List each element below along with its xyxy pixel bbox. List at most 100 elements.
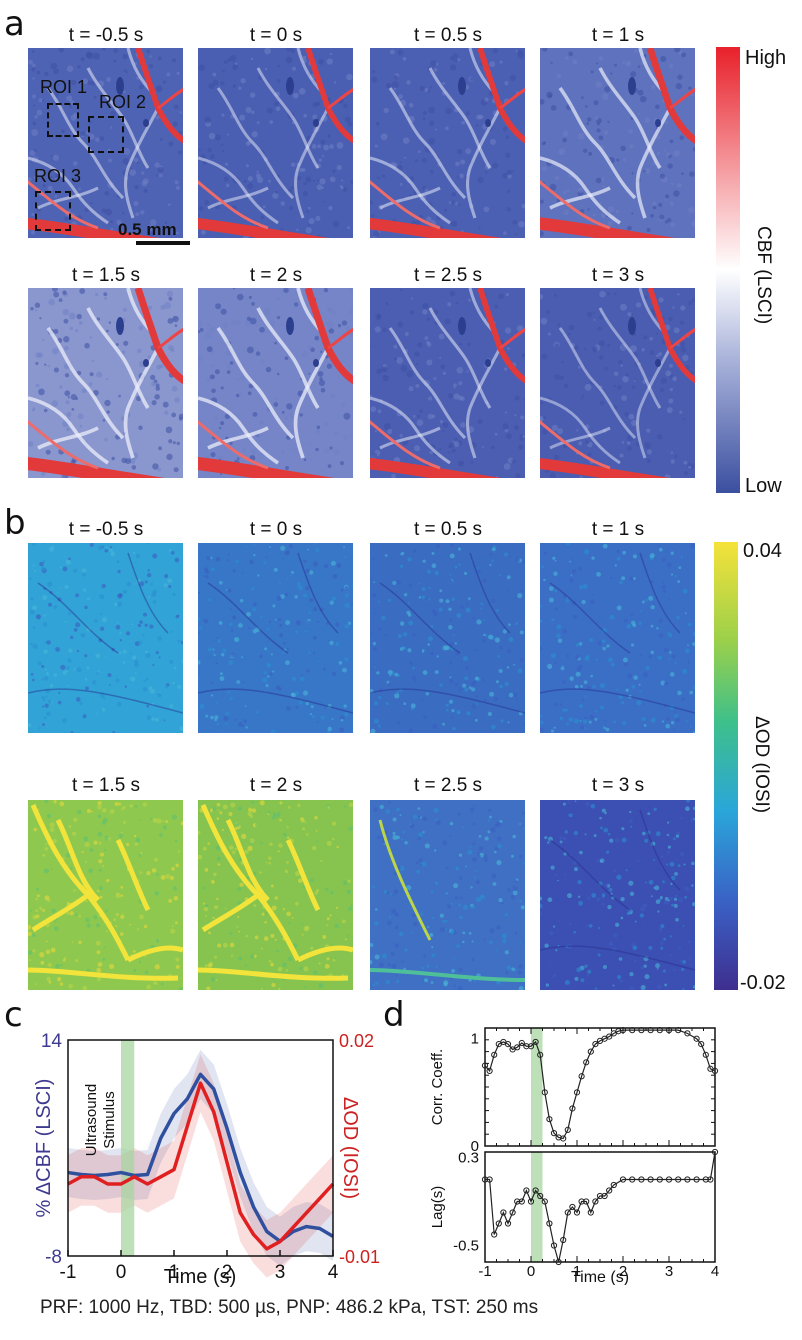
panel-b-letter: b bbox=[4, 503, 26, 543]
chart-d-bottom-point bbox=[601, 1192, 608, 1200]
chart-d-xtick-label: -1 bbox=[478, 1263, 491, 1280]
chart-d-bottom-point bbox=[606, 1187, 613, 1194]
chart-d-top-point bbox=[698, 1040, 705, 1048]
roi-3-box bbox=[35, 191, 71, 231]
chart-d-top-ytick-label: 0 bbox=[471, 1138, 479, 1155]
chart-d-bottom-point bbox=[578, 1198, 585, 1205]
chart-d-top-point bbox=[702, 1051, 709, 1058]
chart-c-ytick-left: 14 bbox=[41, 1031, 63, 1052]
chart-c-xtick-label: 3 bbox=[275, 1262, 286, 1283]
cbf-frame-image bbox=[540, 48, 695, 238]
chart-c-xtick-label: -1 bbox=[60, 1262, 77, 1283]
chart-d-top-point bbox=[504, 1040, 512, 1048]
colorbar-od-high: 0.04 bbox=[743, 540, 782, 562]
roi-3-label: ROI 3 bbox=[34, 166, 82, 186]
cbf-frame-image bbox=[198, 48, 353, 238]
chart-d-top-point bbox=[527, 1043, 535, 1050]
chart-d-top-point bbox=[711, 1067, 719, 1075]
od-frame-image bbox=[198, 543, 353, 733]
chart-d-top-point bbox=[656, 1027, 663, 1034]
cbf-frame-image bbox=[370, 48, 525, 238]
roi-1-label: ROI 1 bbox=[40, 77, 88, 97]
chart-c-xtick-label: 1 bbox=[169, 1262, 180, 1283]
cbf-frame-image bbox=[28, 48, 183, 238]
chart-d-xtick-label: 1 bbox=[573, 1263, 581, 1280]
chart-c-xtick-label: 4 bbox=[328, 1262, 339, 1283]
scale-bar-label: 0.5 mm bbox=[118, 220, 177, 239]
chart-d-bottom-point bbox=[514, 1198, 521, 1205]
od-frame-title: t = 3 s bbox=[591, 775, 645, 796]
chart-d-bottom-stimulus bbox=[531, 1152, 543, 1262]
chart-d-bottom-point bbox=[675, 1176, 682, 1183]
chart-d-bottom-point bbox=[560, 1236, 567, 1244]
chart-c-series-line bbox=[67, 1072, 334, 1244]
chart-d-top-point bbox=[665, 1027, 673, 1034]
chart-d-bottom-point bbox=[693, 1176, 700, 1183]
chart-d-top-point bbox=[629, 1027, 636, 1034]
od-frame-image bbox=[198, 800, 353, 990]
chart-d-top-ylabel: Corr. Coeff. bbox=[429, 1049, 446, 1125]
chart-d-bottom-point bbox=[564, 1209, 571, 1216]
chart-c-ytick-right: 0.02 bbox=[339, 1031, 374, 1051]
chart-d-top-point bbox=[647, 1027, 654, 1034]
chart-d-bottom-point bbox=[711, 1148, 719, 1156]
cbf-frame-title: t = 0 s bbox=[249, 25, 303, 46]
chart-d-xlabel: Time (s) bbox=[571, 1269, 629, 1285]
chart-d-bottom-point bbox=[656, 1176, 663, 1183]
cbf-frame-title: t = -0.5 s bbox=[68, 25, 144, 46]
chart-d-bottom-point bbox=[702, 1176, 709, 1183]
scale-bar bbox=[136, 241, 190, 245]
cbf-frame-title: t = 2.5 s bbox=[413, 265, 483, 286]
chart-d-bottom-point bbox=[500, 1209, 507, 1216]
chart-d-bottom-point bbox=[555, 1258, 562, 1266]
chart-d-bottom-point bbox=[527, 1198, 535, 1205]
chart-d-bottom-point bbox=[491, 1231, 498, 1238]
chart-d-top-point bbox=[578, 1073, 585, 1080]
cbf-frame-title: t = 3 s bbox=[591, 265, 645, 286]
cbf-frame-image bbox=[370, 288, 525, 478]
chart-d-bottom-point bbox=[532, 1187, 539, 1194]
chart-d-xtick-label: 4 bbox=[711, 1263, 719, 1280]
chart-d-bottom-point bbox=[523, 1187, 530, 1194]
roi-2-box bbox=[88, 116, 124, 153]
cbf-frame-title: t = 0.5 s bbox=[413, 25, 483, 46]
chart-d-top-point bbox=[583, 1059, 590, 1066]
chart-d-xtick-label: 0 bbox=[527, 1263, 535, 1280]
panel-a-letter: a bbox=[4, 4, 25, 44]
chart-d-xtick-label: 3 bbox=[665, 1263, 673, 1280]
chart-c-ylabel-right: ΔOD (IOSI) bbox=[339, 1097, 361, 1199]
colorbar-cbf bbox=[716, 47, 740, 493]
chart-d-bottom-frame bbox=[484, 1151, 716, 1263]
colorbar-cbf-high: High bbox=[745, 47, 787, 69]
cbf-frame-image bbox=[540, 288, 695, 478]
chart-d-top-point bbox=[481, 1062, 489, 1069]
od-frame-title: t = 0 s bbox=[249, 519, 303, 540]
chart-d-bottom-point bbox=[684, 1176, 691, 1183]
chart-d-bottom-point bbox=[587, 1209, 594, 1216]
chart-d-top-point bbox=[532, 1038, 539, 1046]
chart-d-bottom-ytick-label: -0.5 bbox=[453, 1238, 479, 1255]
od-frame-title: t = 0.5 s bbox=[413, 519, 483, 540]
chart-d-bottom-point bbox=[569, 1203, 576, 1211]
chart-d-top-point bbox=[573, 1089, 581, 1096]
chart-d-top-point bbox=[606, 1033, 613, 1040]
chart-d-bottom-point bbox=[509, 1209, 516, 1216]
colorbar-od bbox=[714, 542, 738, 990]
chart-d-top-point bbox=[541, 1089, 548, 1096]
chart-d-top-point bbox=[675, 1027, 682, 1034]
cbf-frame-image bbox=[28, 288, 183, 478]
chart-d-bottom-point bbox=[546, 1220, 553, 1227]
chart-d-bottom-point bbox=[550, 1242, 558, 1249]
od-frame-image bbox=[370, 543, 525, 733]
od-frame-image bbox=[28, 800, 183, 990]
chart-d-top-point bbox=[491, 1051, 498, 1058]
od-frame-title: t = -0.5 s bbox=[68, 519, 144, 540]
chart-c-series-band bbox=[68, 1054, 333, 1278]
chart-c-stimulus-label-1: Ultrasound bbox=[83, 1084, 100, 1157]
chart-d-bottom-point bbox=[481, 1176, 489, 1183]
chart-d-top-point bbox=[587, 1048, 594, 1055]
chart-d-top-point bbox=[518, 1039, 525, 1047]
caption: PRF: 1000 Hz, TBD: 500 µs, PNP: 486.2 kP… bbox=[40, 1297, 539, 1318]
cbf-frame-title: t = 1 s bbox=[591, 25, 645, 46]
chart-d-top-stimulus bbox=[531, 1028, 543, 1146]
